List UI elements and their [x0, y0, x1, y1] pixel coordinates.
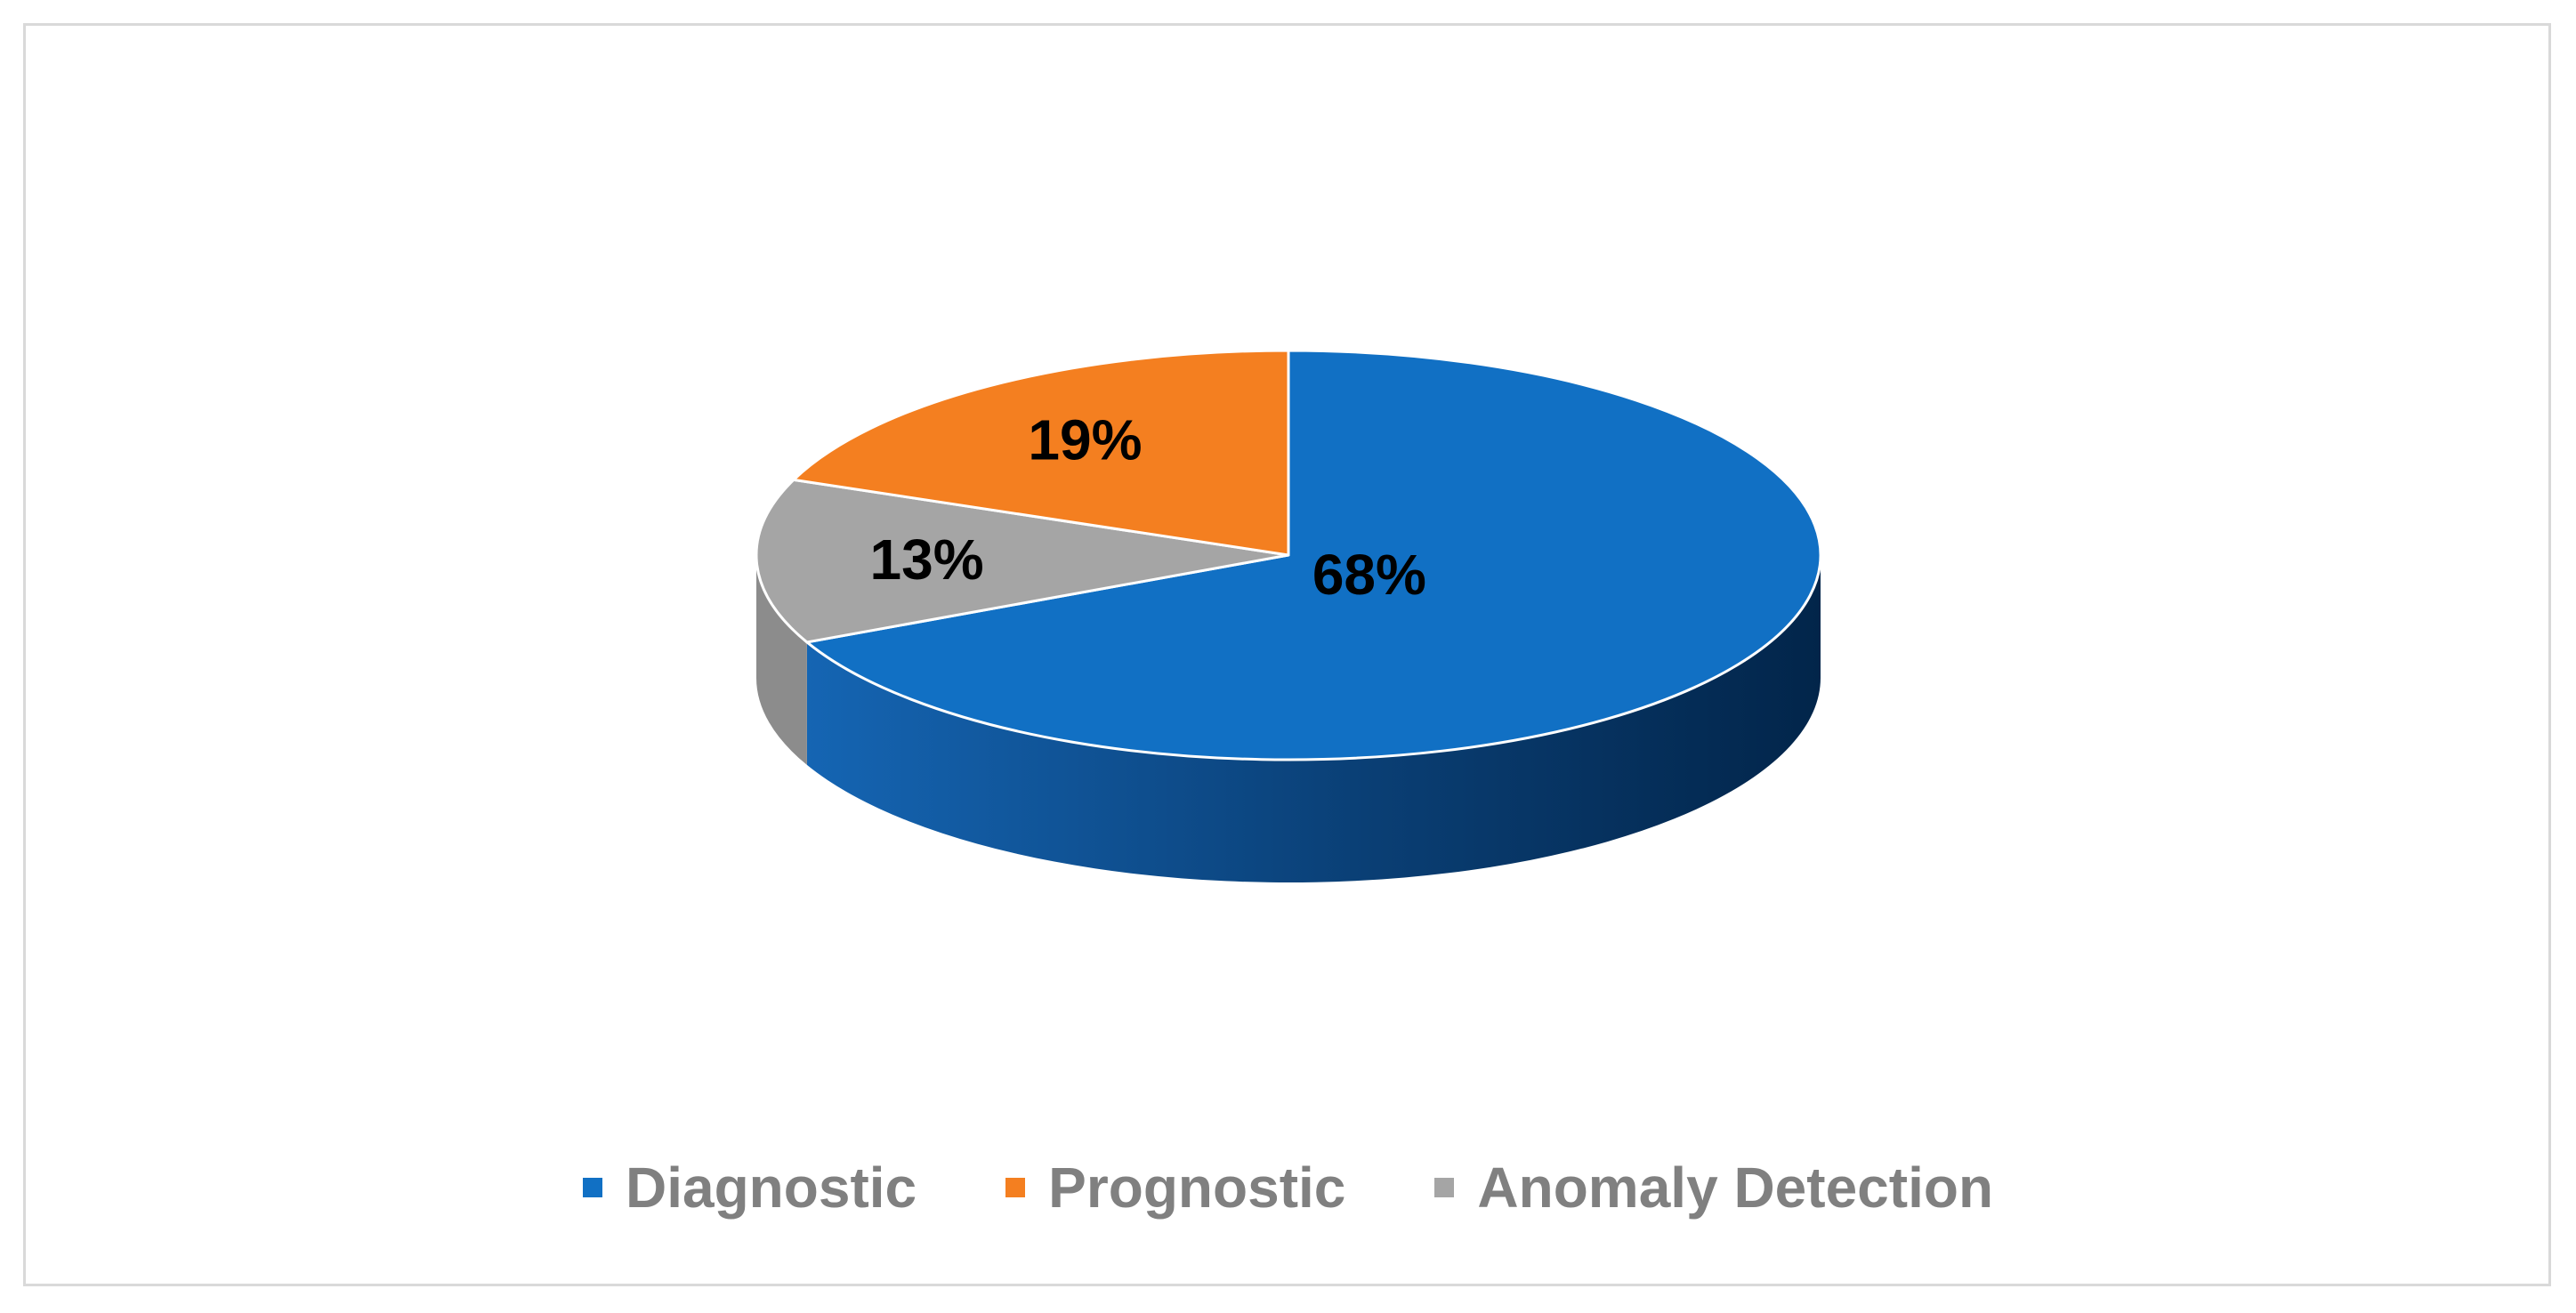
legend-item-diagnostic: Diagnostic — [582, 1155, 917, 1220]
legend-label-anomaly-detection: Anomaly Detection — [1477, 1156, 1994, 1220]
pie-slice-diagnostic — [805, 349, 1822, 761]
legend-item-prognostic: Prognostic — [1005, 1155, 1345, 1220]
legend-label-diagnostic: Diagnostic — [625, 1156, 917, 1220]
legend-label-prognostic: Prognostic — [1048, 1156, 1346, 1220]
legend-swatch-diagnostic — [582, 1178, 602, 1197]
legend: Diagnostic Prognostic Anomaly Detection — [0, 1148, 2576, 1228]
data-label-anomaly-detection: 13% — [870, 528, 984, 592]
pie-slice-prognostic — [792, 349, 1290, 557]
pie-slice-anomaly-detection — [755, 478, 1290, 644]
legend-swatch-anomaly-detection — [1434, 1178, 1455, 1197]
data-label-prognostic: 19% — [1028, 408, 1142, 472]
legend-item-anomaly-detection: Anomaly Detection — [1434, 1155, 1993, 1220]
pie-side-diagnostic — [806, 555, 1821, 883]
legend-swatch-prognostic — [1005, 1178, 1026, 1197]
pie-side-anomaly-detection — [756, 555, 807, 765]
data-label-diagnostic: 68% — [1312, 543, 1426, 607]
